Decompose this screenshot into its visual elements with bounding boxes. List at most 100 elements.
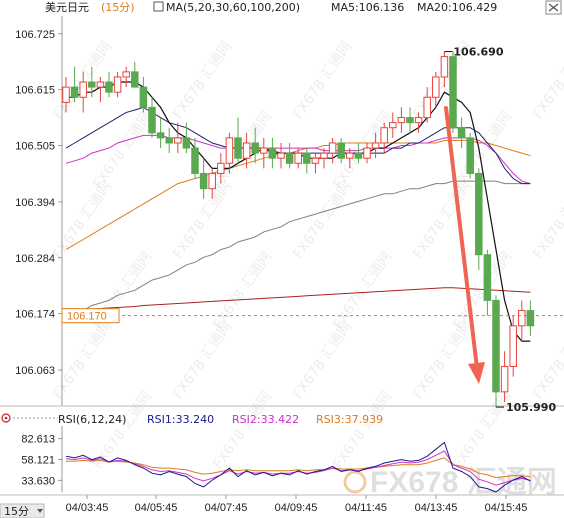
candle-body <box>518 310 526 327</box>
ma200-line <box>65 287 531 312</box>
watermark-text: FX678 汇通网 <box>210 389 275 473</box>
candlestick <box>251 127 259 164</box>
candlestick <box>96 76 105 103</box>
rsi-tick-label: 33.630 <box>21 475 55 487</box>
watermark-logo-text: FX678 汇通网 <box>370 466 557 499</box>
candle-body <box>440 56 449 78</box>
watermark-text: FX678 汇通网 <box>170 319 235 403</box>
candle-body <box>242 142 251 159</box>
candlestick <box>440 51 449 88</box>
candlestick <box>225 132 234 174</box>
ma20-value: MA20:106.429 <box>417 1 497 14</box>
watermark-text: FX678 汇通网 <box>410 179 475 263</box>
y-tick-label: 106.063 <box>15 365 55 377</box>
x-tick-label: 04/15:45 <box>485 502 528 514</box>
candle-body <box>217 162 225 174</box>
candle-body <box>122 71 130 78</box>
current-price-label: 106.170 <box>67 311 107 323</box>
candle-body <box>199 172 208 190</box>
candlestick <box>148 97 156 138</box>
watermark-text: FX678 汇通网 <box>290 39 355 123</box>
candlestick <box>268 137 277 169</box>
watermark-text: FX678 汇通网 <box>530 39 564 123</box>
interval-tab[interactable]: 15分 <box>0 503 45 518</box>
candle-body <box>191 147 199 174</box>
y-axis-ticks: 106.725 106.615 106.505 106.394 106.284 106.1… <box>15 29 62 377</box>
candlestick <box>457 117 466 149</box>
candlestick <box>526 300 535 336</box>
candle-body <box>131 71 139 88</box>
dropdown-arrow-icon <box>37 509 43 513</box>
settings-icon[interactable] <box>1 413 11 423</box>
candle-body <box>371 142 380 149</box>
candlestick <box>113 71 122 98</box>
candlestick <box>363 142 371 164</box>
watermark-text: FX678 汇通网 <box>290 179 355 263</box>
candle-body <box>320 152 328 159</box>
candle-body <box>234 137 242 159</box>
watermark-text: FX678 汇通网 <box>210 249 275 333</box>
rsi-tick-label: 58.121 <box>21 454 55 466</box>
candlestick <box>328 137 337 164</box>
candle-body <box>475 172 483 256</box>
candle-body <box>260 147 268 154</box>
rsi1-line <box>65 441 531 493</box>
candlestick <box>174 122 182 154</box>
watermark-text: FX678 汇通网 <box>170 39 235 123</box>
candlestick <box>217 153 225 184</box>
candle-body <box>380 127 388 144</box>
trend-arrow-line <box>444 106 479 370</box>
candlestick <box>397 107 406 133</box>
candlestick <box>294 148 302 169</box>
candle-body <box>363 147 371 159</box>
rsi-lines <box>65 441 531 493</box>
interval-label: (15分) <box>101 1 135 14</box>
candlestick <box>423 87 431 123</box>
candlestick <box>88 66 96 98</box>
candlestick <box>165 127 173 154</box>
candle-body <box>457 127 466 139</box>
candle-body <box>492 299 500 393</box>
rsi2-line <box>65 450 531 486</box>
watermark-text: FX678 汇通网 <box>290 319 355 403</box>
watermark-text: FX678 汇通网 <box>50 179 115 263</box>
candle-body <box>156 132 165 139</box>
current-price-box <box>61 308 120 324</box>
ma-config-label[interactable]: MA(5,20,30,60,100,200) <box>166 1 300 14</box>
candle-body <box>500 365 509 393</box>
rsi-config-label[interactable]: RSI(6,12,24) <box>58 413 126 426</box>
candlestick <box>285 142 294 169</box>
candle-body <box>432 76 440 98</box>
watermark-text: FX678 汇通网 <box>330 249 395 333</box>
x-tick-label: 04/05:45 <box>135 502 178 514</box>
y-tick-label: 106.725 <box>15 29 55 41</box>
watermark-logo-icon <box>343 470 367 494</box>
candlestick <box>432 71 440 108</box>
candle-body <box>208 172 216 190</box>
candle-body <box>285 152 294 164</box>
watermark-text: FX678 汇通网 <box>50 319 115 403</box>
x-tick-label: 04/09:45 <box>275 502 318 514</box>
candlestick <box>156 117 165 149</box>
rsi-panel: RSI(6,12,24) RSI1:33.240 RSI2:33.422 RSI… <box>1 413 531 493</box>
candle-body <box>354 152 363 159</box>
x-tick-label: 04/07:45 <box>205 502 248 514</box>
candlestick <box>371 132 380 159</box>
candle-body <box>174 137 182 144</box>
candle-body <box>466 137 474 174</box>
rsi-tick-label: 82.613 <box>21 434 55 446</box>
ma-checkbox[interactable] <box>153 1 164 12</box>
candlestick <box>380 122 388 154</box>
candle-body <box>449 56 457 129</box>
candle-body <box>311 157 320 164</box>
candle-body <box>294 152 302 164</box>
close-icon[interactable] <box>545 0 562 15</box>
candlestick <box>62 76 70 113</box>
x-tick-label: 04/13:45 <box>415 502 458 514</box>
x-axis-ticks: 04/03:45 04/05:45 04/07:45 04/09:45 04/11:45… <box>66 495 528 514</box>
candle-body <box>483 254 492 301</box>
candle-body <box>423 96 431 119</box>
interval-tab-label[interactable]: 15分 <box>4 505 29 518</box>
